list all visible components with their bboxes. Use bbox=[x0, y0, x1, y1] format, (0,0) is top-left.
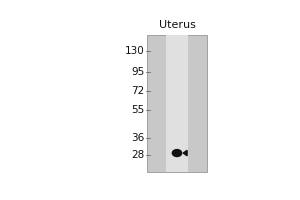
Text: 95: 95 bbox=[131, 67, 145, 77]
Text: 36: 36 bbox=[131, 133, 145, 143]
Text: Uterus: Uterus bbox=[159, 20, 195, 30]
Text: 28: 28 bbox=[131, 150, 145, 160]
Bar bbox=[147, 35, 207, 172]
Text: 130: 130 bbox=[125, 46, 145, 56]
Polygon shape bbox=[183, 150, 187, 156]
Text: 72: 72 bbox=[131, 86, 145, 96]
Text: 55: 55 bbox=[131, 105, 145, 115]
Ellipse shape bbox=[172, 150, 182, 157]
Bar bbox=[167, 35, 188, 172]
